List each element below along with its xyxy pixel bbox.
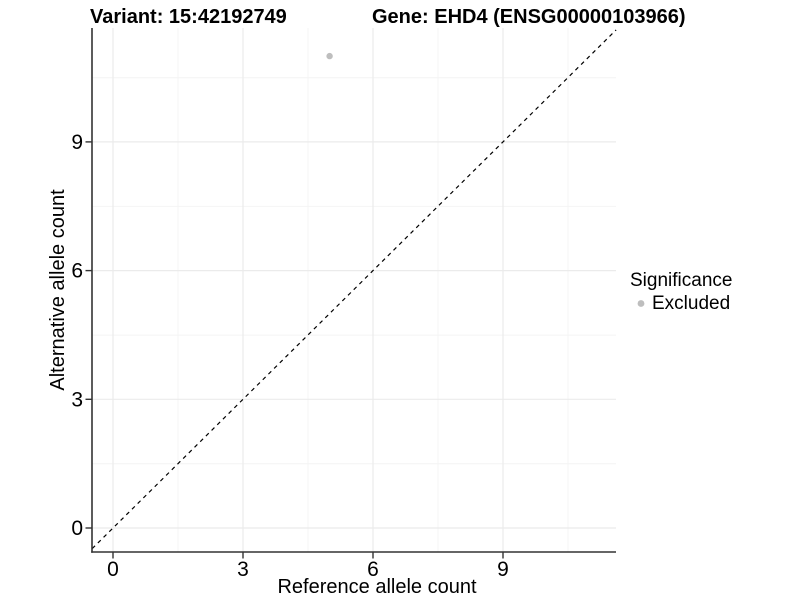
x-tick-label: 3 xyxy=(237,558,249,581)
legend-marker xyxy=(637,300,645,307)
x-tick-label: 0 xyxy=(107,558,119,581)
y-tick-marks xyxy=(85,141,92,529)
legend: Significance Excluded xyxy=(630,270,732,314)
gridlines-minor xyxy=(92,28,616,552)
legend-item-label: Excluded xyxy=(652,293,730,314)
legend-title: Significance xyxy=(630,270,732,291)
x-tick-marks xyxy=(112,552,504,559)
y-axis-title: Alternative allele count xyxy=(47,189,69,391)
plot-title-gene: Gene: EHD4 (ENSG00000103966) xyxy=(372,6,686,28)
gridlines-major xyxy=(92,28,616,552)
y-tick-labels: 0 3 6 9 xyxy=(71,131,83,540)
x-tick-label: 6 xyxy=(367,558,379,581)
x-axis-title: Reference allele count xyxy=(277,576,476,598)
y-tick-label: 6 xyxy=(71,260,83,283)
data-point xyxy=(326,52,333,60)
y-tick-label: 9 xyxy=(71,131,83,154)
plot-title-variant: Variant: 15:42192749 xyxy=(90,6,287,28)
y-tick-label: 0 xyxy=(71,517,83,540)
data-points xyxy=(326,52,333,60)
axis-lines xyxy=(91,28,616,553)
identity-line xyxy=(91,29,617,550)
y-tick-label: 3 xyxy=(71,388,83,411)
x-tick-label: 9 xyxy=(497,558,509,581)
x-tick-labels: 0 3 6 9 xyxy=(107,558,509,581)
